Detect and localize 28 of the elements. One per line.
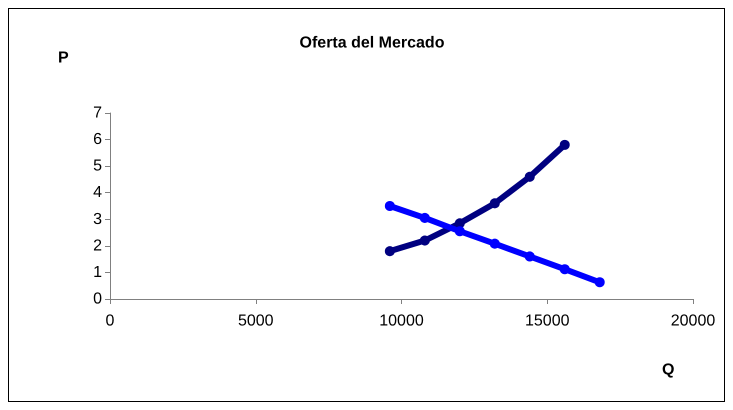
y-tick-label: 0: [93, 290, 102, 308]
y-tick-label: 6: [93, 131, 102, 148]
x-tick-label: 20000: [670, 312, 716, 330]
point: [594, 277, 605, 288]
point: [490, 198, 500, 208]
x-axis-title: Q: [662, 362, 674, 378]
y-tick-label: 4: [93, 184, 102, 202]
y-tick-label: 5: [93, 158, 102, 175]
point: [454, 226, 465, 236]
y-axis-title: P: [58, 50, 69, 66]
x-tick-label: 15000: [525, 312, 570, 330]
point: [560, 140, 570, 150]
y-tick-label: 1: [93, 264, 102, 281]
point: [384, 201, 395, 211]
y-tick-label: 7: [93, 104, 102, 122]
x-tick-label: 0: [106, 312, 115, 330]
chart-title: Oferta del Mercado: [300, 34, 445, 52]
point: [490, 238, 500, 249]
point: [524, 251, 535, 262]
x-tick-label: 10000: [379, 312, 424, 330]
point: [420, 236, 430, 246]
y-tick-label: 2: [93, 237, 102, 254]
point: [384, 246, 395, 256]
x-tick-label: 5000: [238, 312, 274, 330]
point: [560, 264, 570, 274]
y-tick-label: 3: [93, 210, 102, 228]
point: [420, 212, 430, 223]
point: [524, 172, 535, 182]
